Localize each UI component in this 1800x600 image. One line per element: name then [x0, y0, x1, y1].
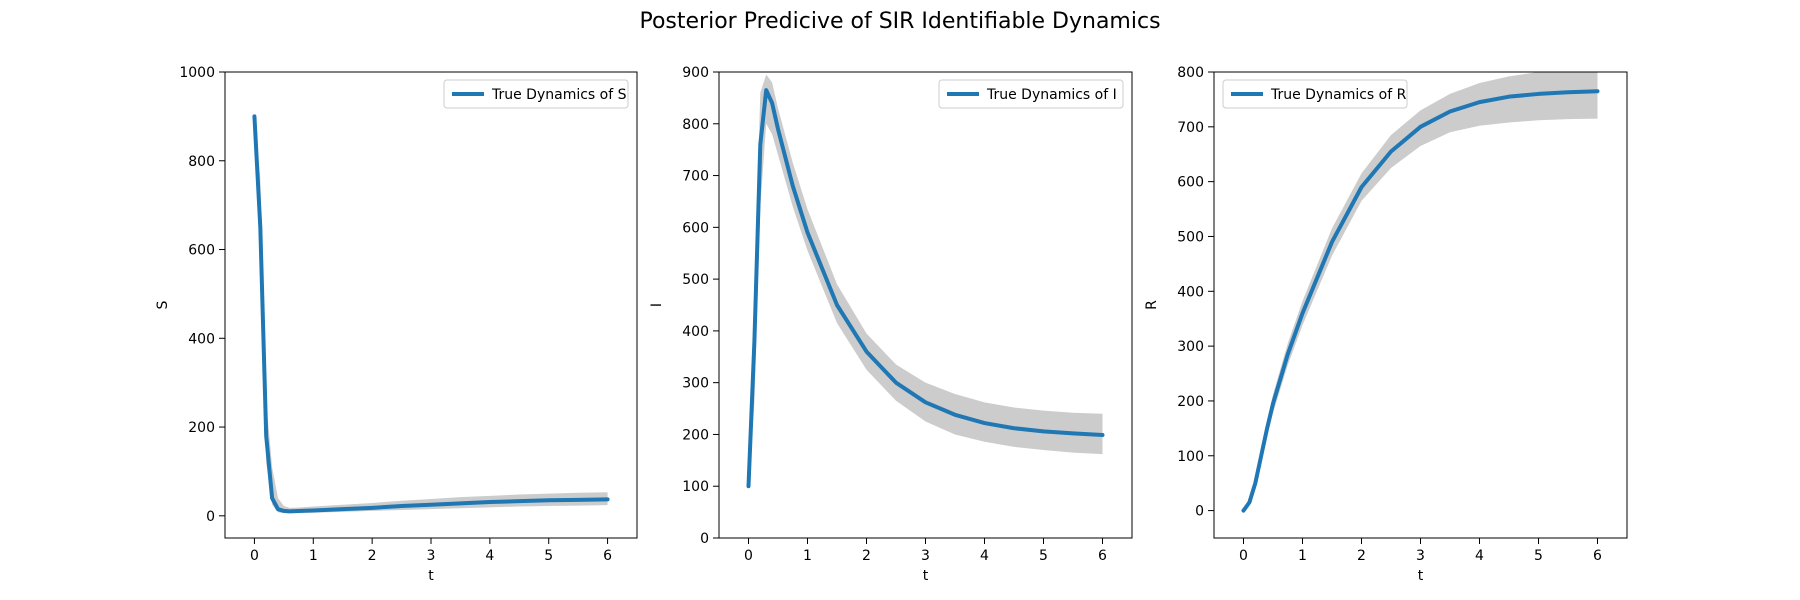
y-tick-label: 600 [1177, 175, 1204, 191]
x-tick-label: 1 [803, 548, 812, 564]
y-tick-label: 300 [1177, 339, 1204, 355]
plot-area [746, 74, 1105, 489]
y-tick-label: 900 [682, 65, 709, 81]
axes-frame [224, 71, 638, 539]
x-tick-label: 1 [1298, 548, 1307, 564]
y-tick-label: 600 [188, 243, 215, 259]
x-tick-label: 5 [1039, 548, 1048, 564]
x-tick-label: 2 [1357, 548, 1366, 564]
x-axis-label: t [923, 568, 929, 584]
y-tick-label: 100 [1177, 449, 1204, 465]
posterior-band [748, 74, 1103, 487]
subplot-3: 0 1 2 3 4 5 6 0 100 200 300 400 500 600 700 800 t R True D… [1144, 65, 1628, 584]
subplot-1: 0 1 2 3 4 5 6 0 200 400 600 800 1000 t S True Dynamics … [155, 65, 638, 584]
y-tick-label: 1000 [179, 65, 215, 81]
x-tick-label: 0 [744, 548, 753, 564]
y-tick-label: 0 [700, 531, 709, 547]
figure-title: Posterior Predicive of SIR Identifiable … [639, 9, 1160, 34]
series-line-1 [252, 114, 610, 514]
legend-label: True Dynamics of S [491, 87, 627, 103]
y-tick-label: 400 [1177, 284, 1204, 300]
x-tick-label: 0 [250, 548, 259, 564]
x-tick-label: 2 [368, 548, 377, 564]
x-tick-label: 6 [1098, 548, 1107, 564]
y-tick-label: 100 [682, 479, 709, 495]
legend: True Dynamics of S [443, 79, 629, 109]
posterior-band [1243, 72, 1598, 511]
x-tick-label: 6 [1593, 548, 1602, 564]
y-tick-label: 200 [188, 420, 215, 436]
x-tick-label: 3 [921, 548, 930, 564]
y-axis-label: I [649, 303, 665, 307]
y-tick-label: 800 [682, 117, 709, 133]
legend: True Dynamics of R [1222, 79, 1408, 109]
series-line-1 [746, 88, 1105, 489]
x-axis-label: t [1418, 568, 1424, 584]
x-tick-label: 4 [980, 548, 989, 564]
x-tick-label: 4 [1475, 548, 1484, 564]
subplot-2: 0 1 2 3 4 5 6 0 100 200 300 400 500 600 700 800 900 t I Tru… [649, 65, 1133, 584]
x-tick-label: 3 [427, 548, 436, 564]
y-tick-label: 300 [682, 376, 709, 392]
plot-area [1241, 72, 1600, 513]
x-tick-label: 5 [544, 548, 553, 564]
y-tick-label: 700 [1177, 120, 1204, 136]
y-tick-label: 200 [1177, 394, 1204, 410]
legend-label: True Dynamics of I [986, 87, 1117, 103]
y-tick-label: 500 [1177, 229, 1204, 245]
x-tick-label: 6 [603, 548, 612, 564]
y-tick-label: 800 [188, 154, 215, 170]
legend-label: True Dynamics of R [1270, 87, 1407, 103]
x-tick-label: 1 [309, 548, 318, 564]
posterior-band [254, 116, 608, 514]
series-line-1 [1241, 89, 1600, 513]
legend: True Dynamics of I [938, 79, 1124, 109]
x-tick-label: 2 [862, 548, 871, 564]
y-tick-label: 0 [1195, 504, 1204, 520]
legend-box [1222, 79, 1408, 109]
y-tick-label: 800 [1177, 65, 1204, 81]
y-axis-label: R [1144, 300, 1160, 310]
y-tick-label: 400 [682, 324, 709, 340]
x-tick-label: 0 [1239, 548, 1248, 564]
y-tick-label: 0 [206, 509, 215, 525]
legend-box [443, 79, 629, 109]
y-tick-label: 700 [682, 169, 709, 185]
x-tick-label: 3 [1416, 548, 1425, 564]
y-axis-label: S [155, 300, 171, 309]
x-tick-label: 5 [1534, 548, 1543, 564]
y-tick-label: 500 [682, 272, 709, 288]
y-tick-label: 200 [682, 427, 709, 443]
x-tick-label: 4 [485, 548, 494, 564]
y-tick-label: 400 [188, 331, 215, 347]
legend-box [938, 79, 1124, 109]
plot-area [252, 114, 610, 514]
y-tick-label: 600 [682, 220, 709, 236]
x-axis-label: t [428, 568, 434, 584]
